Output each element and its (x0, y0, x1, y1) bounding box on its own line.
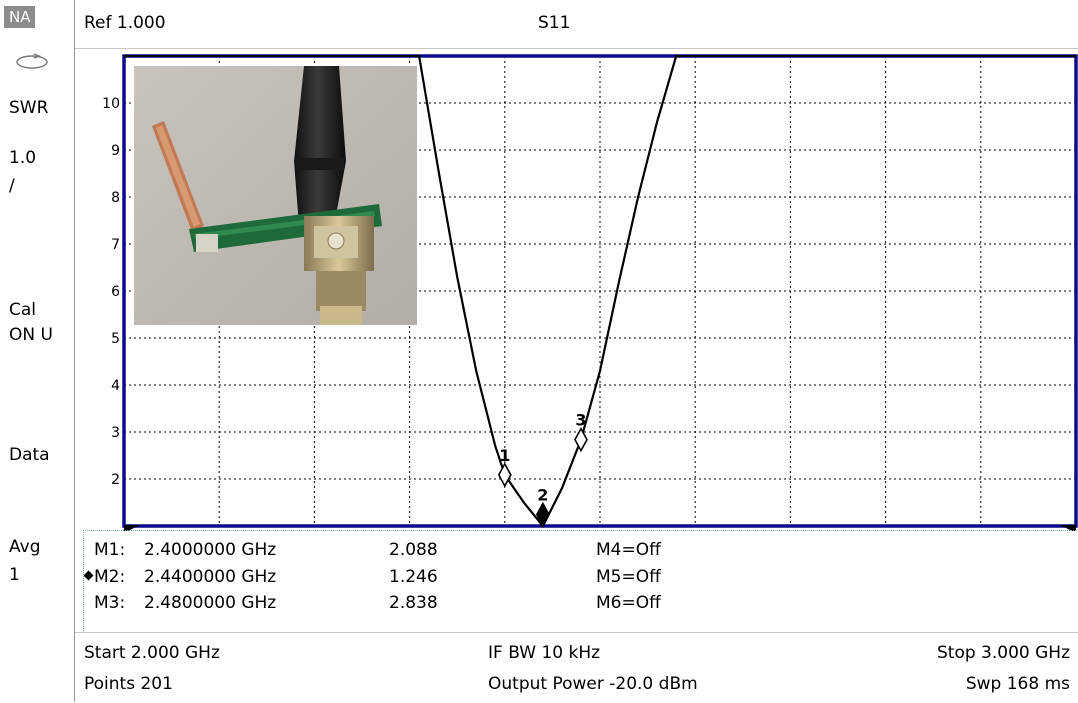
y-tick-label: 5 (111, 331, 120, 347)
stop-frequency[interactable]: Stop 3.000 GHz (936, 643, 1070, 663)
marker-row-2[interactable]: M2: 2.4400000 GHz 1.246 M5=Off (83, 566, 1074, 588)
y-tick-label: 3 (111, 425, 120, 441)
marker-diamond-icon (497, 462, 512, 488)
avg-label[interactable]: Avg (9, 537, 41, 557)
antenna-photo (134, 66, 417, 325)
marker-value: 1.246 (389, 567, 438, 587)
footer: Start 2.000 GHz Points 201 IF BW 10 kHz … (75, 632, 1078, 703)
marker-label: 3 (575, 411, 586, 430)
scale-unit: / (9, 176, 15, 196)
marker-off-status: M6=Off (596, 593, 661, 613)
marker-name: M2: (94, 567, 126, 587)
marker-value: 2.088 (389, 540, 438, 560)
y-tick-label: 8 (111, 190, 120, 206)
sidebar: NA SWR 1.0 / Cal ON U Data Avg 1 (0, 0, 75, 702)
marker-row-1[interactable]: M1: 2.4000000 GHz 2.088 M4=Off (84, 539, 1074, 561)
swr-plot[interactable]: 10 9 8 7 6 5 4 3 2 1 2 3 (75, 49, 1078, 531)
trace-name[interactable]: S11 (538, 13, 571, 33)
avg-value: 1 (9, 565, 20, 585)
marker-name: M1: (94, 540, 126, 560)
output-power[interactable]: Output Power -20.0 dBm (488, 674, 698, 694)
marker-1: 1 (497, 446, 512, 488)
scale-value[interactable]: 1.0 (9, 148, 37, 168)
left-edge-arrow-icon (124, 525, 140, 531)
header: Ref 1.000 S11 (75, 0, 1078, 49)
s11-trace (124, 54, 1076, 529)
marker-frequency: 2.4000000 GHz (144, 540, 277, 560)
y-axis-ticks: 10 9 8 7 6 5 4 3 2 (102, 96, 120, 488)
marker-frequency: 2.4800000 GHz (144, 593, 277, 613)
marker-row-3[interactable]: M3: 2.4800000 GHz 2.838 M6=Off (84, 592, 1074, 614)
y-tick-label: 2 (111, 472, 120, 488)
marker-2: 2 (535, 485, 550, 528)
marker-frequency: 2.4400000 GHz (144, 567, 277, 587)
cal-state: ON U (9, 325, 53, 345)
marker-diamond-icon (535, 501, 550, 528)
marker-3: 3 (574, 411, 588, 453)
grid (124, 56, 1076, 526)
start-frequency[interactable]: Start 2.000 GHz (84, 643, 220, 663)
marker-label: 1 (499, 446, 510, 465)
marker-label: 2 (537, 485, 548, 504)
marker-readout: M1: 2.4000000 GHz 2.088 M4=Off M2: 2.440… (83, 530, 1076, 631)
y-tick-label: 10 (102, 96, 120, 112)
y-tick-label: 6 (111, 284, 120, 300)
points-count[interactable]: Points 201 (84, 674, 173, 694)
active-marker-diamond-icon (83, 570, 94, 581)
cal-label[interactable]: Cal (9, 300, 37, 320)
plot-frame (122, 54, 1078, 528)
markers: 1 2 3 (497, 411, 588, 528)
marker-off-status: M4=Off (596, 540, 661, 560)
sweep-time[interactable]: Swp 168 ms (965, 674, 1070, 694)
mode-badge[interactable]: NA (4, 6, 36, 28)
marker-value: 2.838 (389, 593, 438, 613)
marker-diamond-icon (574, 426, 588, 453)
y-tick-label: 7 (111, 237, 120, 253)
ref-label[interactable]: Ref 1.000 (84, 13, 166, 33)
marker-off-status: M5=Off (596, 567, 661, 587)
edge-arrows (124, 525, 1076, 531)
y-tick-label: 4 (111, 378, 120, 394)
marker-name: M3: (94, 593, 126, 613)
y-tick-label: 9 (111, 143, 120, 159)
rotate-arrow-icon[interactable] (14, 52, 50, 72)
data-label[interactable]: Data (9, 445, 50, 465)
if-bandwidth[interactable]: IF BW 10 kHz (488, 643, 601, 663)
format-label[interactable]: SWR (9, 98, 49, 118)
right-edge-arrow-icon (1060, 525, 1076, 531)
